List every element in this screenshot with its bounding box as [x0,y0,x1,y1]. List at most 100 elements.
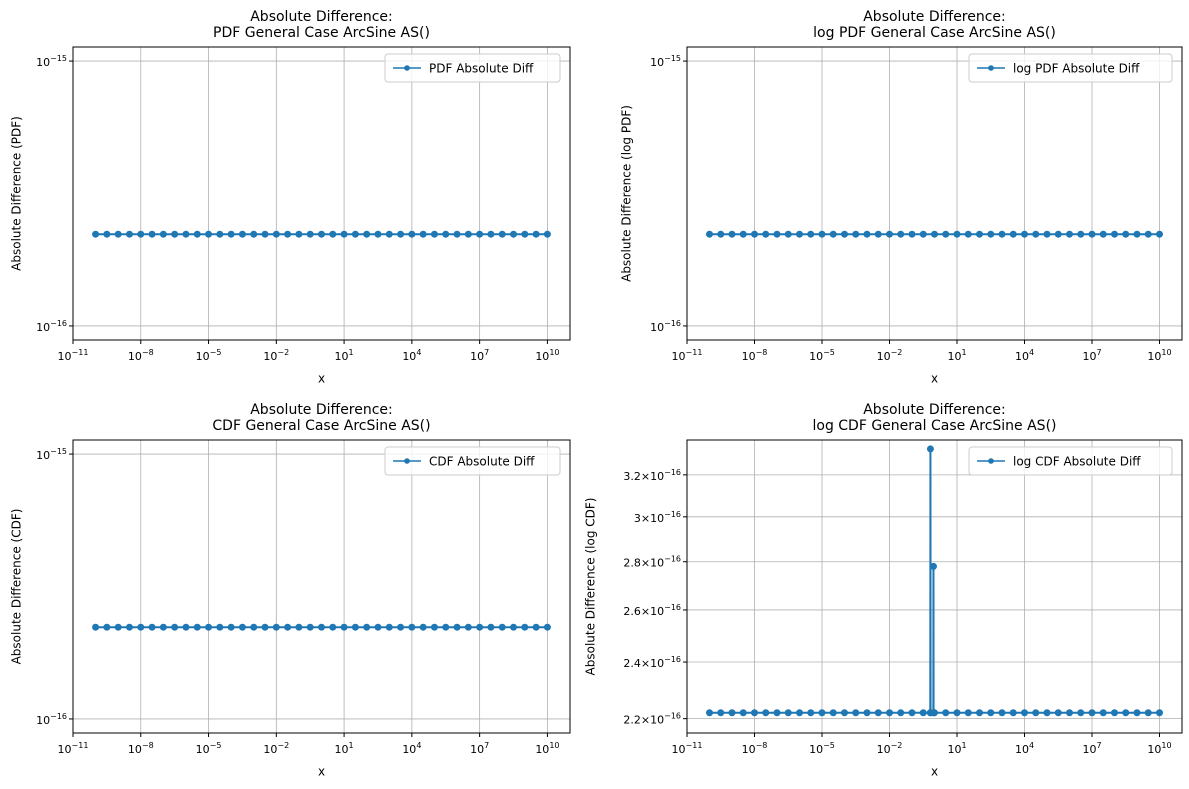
point [238,623,246,631]
point [306,230,314,238]
point [363,623,371,631]
point [284,230,292,238]
point [464,230,472,238]
point [897,709,905,717]
point [103,230,111,238]
point [318,230,325,238]
point [272,230,280,238]
point [863,709,871,717]
axes-frame [686,439,1183,734]
y-tick-label: 10−15 [36,447,67,463]
x-tick-label: 1010 [535,348,559,364]
point [942,709,950,717]
point [717,709,725,717]
y-tick-label: 3×10−16 [634,509,681,525]
point [964,709,972,717]
point [261,230,269,238]
point [521,623,529,631]
point [487,230,495,238]
point [476,623,484,631]
point [227,623,235,631]
point [510,230,518,238]
point [453,230,461,238]
point [171,623,179,631]
point [205,230,213,238]
x-tick-label: 107 [1082,741,1101,757]
x-axis-label: x [931,765,938,779]
point [1099,230,1107,238]
point [103,623,111,631]
point [1021,230,1028,238]
point [498,623,506,631]
point [92,623,100,631]
x-tick-label: 101 [335,348,354,364]
point [1099,709,1107,717]
point [841,709,848,717]
point [773,230,781,238]
chart-title: Absolute Difference: CDF General Case Arc… [212,402,430,434]
point [430,623,438,631]
point [739,709,747,717]
x-tick-label: 10−8 [128,741,154,757]
point [374,230,382,238]
point [329,230,337,238]
point [1077,230,1085,238]
legend-box [968,53,1173,83]
x-tick-label: 1010 [535,741,559,757]
point [148,230,156,238]
chart-title: Absolute Difference: log PDF General Case… [813,9,1056,41]
point [796,709,803,717]
x-tick-label: 10−5 [809,348,835,364]
point [385,230,393,238]
point [125,623,133,631]
point [751,709,758,717]
y-tick-label: 10−15 [36,54,67,70]
legend-label: PDF Absolute Diff [429,62,534,76]
point [751,230,758,238]
y-tick-label: 10−16 [650,318,681,334]
point [363,230,371,238]
point [340,623,348,631]
point [886,230,893,238]
point [852,709,860,717]
point [1144,230,1152,238]
x-tick-label: 10−2 [877,741,903,757]
point [543,230,551,238]
x-tick-label: 10−11 [58,741,89,757]
point [1009,709,1017,717]
legend-box [384,53,561,83]
point [728,230,736,238]
point [114,230,122,238]
point [931,230,938,238]
point [137,230,145,238]
axes-frame [72,439,571,734]
x-tick-label: 10−2 [263,348,289,364]
point [1032,230,1040,238]
point [762,709,770,717]
point [796,230,803,238]
plot-area [73,47,570,340]
point [284,623,292,631]
point [1043,230,1051,238]
point [408,230,416,238]
point [1054,230,1062,238]
point [193,623,201,631]
point [762,230,770,238]
point [442,623,450,631]
x-tick-label: 107 [1082,348,1101,364]
point [137,623,145,631]
point [261,623,269,631]
x-tick-label: 10−2 [263,741,289,757]
point [453,623,461,631]
legend-marker [404,65,410,71]
point [1156,709,1163,717]
point [908,709,916,717]
point [1133,230,1141,238]
x-tick-label: 10−5 [809,741,835,757]
point [1021,709,1028,717]
x-tick-label: 1010 [1147,741,1171,757]
x-tick-label: 101 [335,741,354,757]
point [205,623,213,631]
x-tick-label: 104 [402,348,421,364]
